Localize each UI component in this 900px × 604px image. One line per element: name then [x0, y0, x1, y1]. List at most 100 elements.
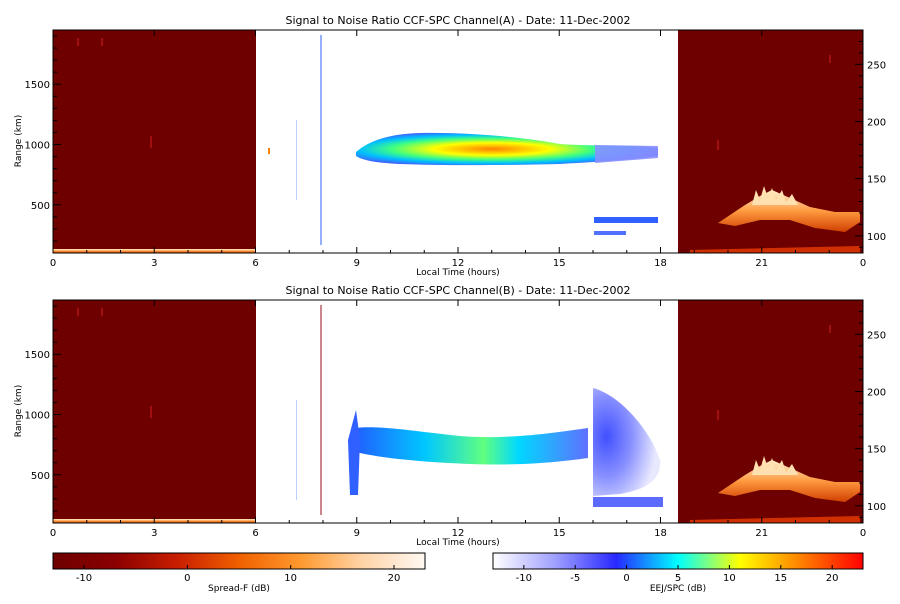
y-tick-label: 1500 [25, 80, 50, 91]
spread-f-speck [717, 140, 719, 150]
colorbar-tick-label: -10 [516, 573, 532, 584]
x-tick-label: 12 [452, 258, 465, 269]
colorbar-tick-label: 0 [623, 573, 629, 584]
panel-b-spread-f-left [53, 300, 256, 523]
noise-line-a [296, 120, 297, 200]
spread-f-speck [101, 308, 103, 316]
x-tick-label: 9 [354, 528, 360, 539]
spread-f-speck [717, 410, 719, 420]
x-tick-label: 12 [452, 528, 465, 539]
y2-tick-label: 100 [867, 502, 886, 513]
y2-tick-label: 200 [867, 387, 886, 398]
panel-b-ylabel: Range (km) [14, 385, 24, 437]
panel-a-ylabel: Range (km) [14, 115, 24, 167]
colorbar-right-ticks: -10 -5 0 5 10 15 20 [516, 565, 839, 584]
x-tick-label: 21 [755, 258, 768, 269]
spread-f-plume-spikes-b [752, 456, 798, 475]
y-tick-label: 1000 [25, 411, 50, 422]
panel-b: Signal to Noise Ratio CCF-SPC Channel(B)… [14, 284, 886, 548]
panel-b-yaxis: 500 1000 1500 [25, 305, 61, 512]
colorbar-tick-label: 10 [284, 573, 297, 584]
spread-f-floor-right-a [690, 246, 860, 253]
y2-tick-label: 200 [867, 117, 886, 128]
spread-f-plume-spikes-a [752, 186, 798, 205]
echo-ejet-band-b [356, 427, 588, 465]
y2-tick-label: 250 [867, 330, 886, 341]
x-tick-label: 0 [860, 258, 866, 269]
colorbar-right: -10 -5 0 5 10 15 20 EEJ/SPC (dB) [492, 552, 864, 594]
echo-blue-cloud-b [593, 388, 661, 496]
y-tick-label: 1000 [25, 141, 50, 152]
spread-f-block-left-a [53, 30, 256, 253]
colorbar-left-ticks: -10 0 10 20 [76, 565, 401, 584]
colorbar-tick-label: 0 [184, 573, 190, 584]
panel-b-spread-f-right [678, 300, 863, 523]
echo-ejet-main-a [356, 132, 658, 166]
colorbar-tick-label: 5 [675, 573, 681, 584]
colorbar-right-label: EEJ/SPC (dB) [650, 584, 706, 594]
x-tick-label: 0 [50, 528, 56, 539]
panel-a-echoes [268, 35, 658, 245]
x-tick-label: 18 [654, 258, 667, 269]
panel-a-spread-f-left [53, 30, 256, 253]
y2-tick-label: 150 [867, 175, 886, 186]
x-tick-label: 0 [860, 528, 866, 539]
echo-ejet-tail-a [595, 145, 658, 163]
spread-f-speck [829, 55, 831, 63]
colorbar-tick-label: 20 [826, 573, 839, 584]
panel-b-title: Signal to Noise Ratio CCF-SPC Channel(B)… [286, 284, 631, 297]
panel-a-yaxis: 500 1000 1500 [25, 35, 61, 242]
y2-tick-label: 150 [867, 445, 886, 456]
echo-low-band-a [594, 217, 658, 223]
x-tick-label: 6 [252, 528, 258, 539]
echo-low-band-b [593, 497, 663, 507]
spread-f-speck [829, 325, 831, 333]
colorbar-left: -10 0 10 20 Spread-F (dB) [52, 552, 426, 594]
spread-f-floor-right-b [690, 516, 860, 523]
x-tick-label: 21 [755, 528, 768, 539]
panel-a-y2axis: 100 150 200 250 [855, 40, 886, 248]
colorbar-tick-label: -10 [76, 573, 92, 584]
x-tick-label: 6 [252, 258, 258, 269]
panel-b-echoes [296, 305, 663, 515]
noise-line-a [320, 35, 322, 245]
x-tick-label: 3 [151, 258, 157, 269]
x-tick-label: 18 [654, 528, 667, 539]
panel-b-y2axis: 100 150 200 250 [855, 310, 886, 518]
colorbar-tick-label: 10 [723, 573, 736, 584]
noise-line-b [296, 400, 297, 500]
x-tick-label: 0 [50, 258, 56, 269]
y2-tick-label: 100 [867, 232, 886, 243]
echo-low-band-a2 [594, 231, 626, 235]
y-tick-label: 500 [31, 471, 50, 482]
echo-ejet-spike-b [348, 410, 360, 495]
spread-f-speck [150, 406, 152, 418]
x-tick-label: 15 [553, 528, 566, 539]
x-tick-label: 3 [151, 528, 157, 539]
x-tick-label: 15 [553, 258, 566, 269]
spread-f-speck [77, 308, 79, 316]
x-tick-label: 9 [354, 258, 360, 269]
panel-a: Signal to Noise Ratio CCF-SPC Channel(A)… [14, 14, 886, 278]
spread-f-speck [101, 38, 103, 46]
spread-f-block-left-b [53, 300, 256, 523]
colorbar-tick-label: -5 [570, 573, 580, 584]
y-tick-label: 1500 [25, 350, 50, 361]
panel-a-xaxis: 0 3 6 9 12 15 18 21 0 [50, 30, 866, 269]
y2-tick-label: 250 [867, 60, 886, 71]
y-tick-label: 500 [31, 201, 50, 212]
colorbar-tick-label: 15 [774, 573, 787, 584]
noise-line-b [320, 305, 322, 515]
colorbar-left-label: Spread-F (dB) [208, 584, 270, 594]
panel-a-spread-f-right [678, 30, 863, 253]
noise-line-a [268, 148, 270, 154]
spread-f-speck [150, 136, 152, 148]
colorbar-left-bar [52, 552, 426, 570]
spread-f-speck [77, 38, 79, 46]
panel-a-title: Signal to Noise Ratio CCF-SPC Channel(A)… [286, 14, 631, 27]
panel-b-xlabel: Local Time (hours) [416, 538, 499, 548]
panel-a-xlabel: Local Time (hours) [416, 268, 499, 278]
colorbar-tick-label: 20 [388, 573, 401, 584]
panel-b-xaxis: 0 3 6 9 12 15 18 21 0 [50, 300, 866, 539]
